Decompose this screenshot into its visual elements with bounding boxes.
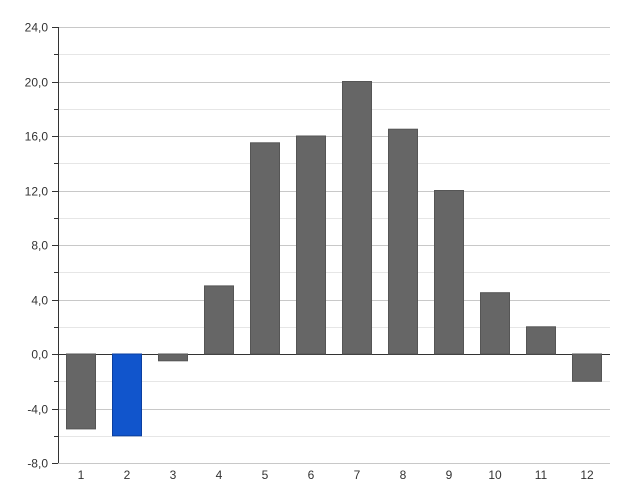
bar-9[interactable] <box>434 190 464 355</box>
bar-10[interactable] <box>480 292 510 355</box>
x-tick-label: 4 <box>216 468 223 482</box>
bar-3[interactable] <box>158 353 188 362</box>
x-tick-label: 7 <box>354 468 361 482</box>
grid-lines <box>58 27 610 464</box>
x-tick-label: 5 <box>262 468 269 482</box>
bar-2[interactable] <box>112 353 142 437</box>
x-tick-labels: 1 2 3 4 5 6 7 8 9 10 11 12 <box>78 468 594 482</box>
y-tick-label: 8,0 <box>31 239 48 253</box>
x-tick-label: 8 <box>400 468 407 482</box>
bar-4[interactable] <box>204 285 234 355</box>
bar-6[interactable] <box>296 135 326 355</box>
bar-5[interactable] <box>250 142 280 355</box>
y-tick-label: 16,0 <box>25 130 49 144</box>
y-tick-label: 0,0 <box>31 348 48 362</box>
x-tick-label: 3 <box>170 468 177 482</box>
bar-7[interactable] <box>342 81 372 355</box>
y-tick-labels: -8,0 -4,0 0,0 4,0 8,0 12,0 16,0 20,0 24,0 <box>25 21 49 471</box>
y-tick-label: 20,0 <box>25 76 49 90</box>
x-tick-label: 12 <box>580 468 594 482</box>
x-tick-label: 11 <box>535 468 548 482</box>
y-tick-label: -8,0 <box>27 457 48 471</box>
bar-1[interactable] <box>66 353 96 430</box>
y-tick-label: 24,0 <box>25 21 49 35</box>
bar-11[interactable] <box>526 326 556 355</box>
bar-8[interactable] <box>388 128 418 355</box>
x-tick-label: 1 <box>78 468 85 482</box>
y-tick-label: 4,0 <box>31 294 48 308</box>
bar-12[interactable] <box>572 353 602 382</box>
y-tick-label: 12,0 <box>25 185 49 199</box>
y-tick-label: -4,0 <box>27 403 48 417</box>
x-tick-label: 9 <box>446 468 453 482</box>
x-tick-label: 6 <box>308 468 315 482</box>
x-tick-label: 10 <box>488 468 502 482</box>
x-tick-label: 2 <box>124 468 131 482</box>
bars <box>66 81 602 437</box>
axes <box>52 27 59 464</box>
